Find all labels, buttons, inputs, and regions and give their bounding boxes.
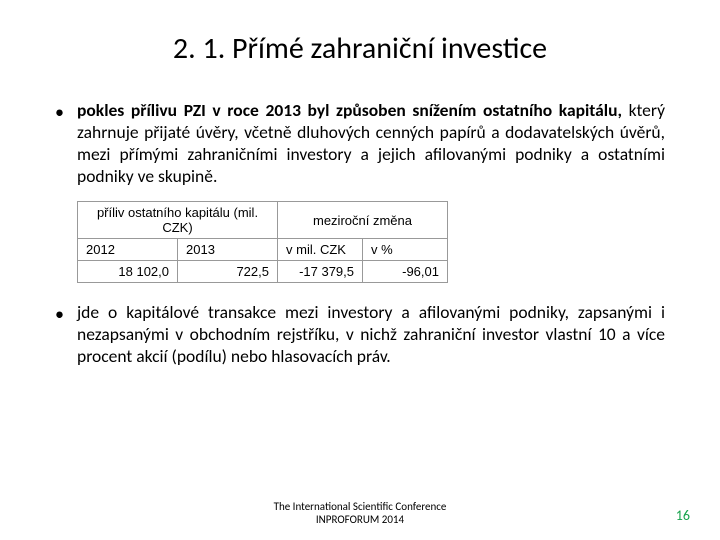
table-row: příliv ostatního kapitálu (mil. CZK) mez… <box>78 202 448 239</box>
bullet-text-1: pokles přílivu PZI v roce 2013 byl způso… <box>77 99 665 187</box>
data-table: příliv ostatního kapitálu (mil. CZK) mez… <box>77 201 448 283</box>
bullet-rest-2: jde o kapitálové transakce mezi investor… <box>77 301 665 367</box>
val-2013: 722,5 <box>178 261 278 283</box>
bullet-mark: • <box>55 99 77 187</box>
data-table-wrap: příliv ostatního kapitálu (mil. CZK) mez… <box>77 201 665 283</box>
footer-line2: INPROFORUM 2014 <box>0 513 720 526</box>
bullet-mark: • <box>55 301 77 367</box>
bullet-item-1: • pokles přílivu PZI v roce 2013 byl způ… <box>55 99 665 187</box>
footer: The International Scientific Conference … <box>0 500 720 526</box>
sub-mil: v mil. CZK <box>278 239 363 261</box>
slide-title: 2. 1. Přímé zahraniční investice <box>55 30 665 67</box>
table-row: 2012 2013 v mil. CZK v % <box>78 239 448 261</box>
bullet-bold-1: pokles přílivu PZI v roce 2013 byl způso… <box>77 99 622 121</box>
sub-pct: v % <box>363 239 448 261</box>
val-pct: -96,01 <box>363 261 448 283</box>
table-row: 18 102,0 722,5 -17 379,5 -96,01 <box>78 261 448 283</box>
bullet-item-2: • jde o kapitálové transakce mezi invest… <box>55 301 665 367</box>
footer-line1: The International Scientific Conference <box>274 500 447 513</box>
sub-2013: 2013 <box>178 239 278 261</box>
header-inflow: příliv ostatního kapitálu (mil. CZK) <box>78 202 278 239</box>
sub-2012: 2012 <box>78 239 178 261</box>
val-mil: -17 379,5 <box>278 261 363 283</box>
val-2012: 18 102,0 <box>78 261 178 283</box>
page-number: 16 <box>676 507 690 524</box>
header-change: meziroční změna <box>278 202 448 239</box>
bullet-text-2: jde o kapitálové transakce mezi investor… <box>77 301 665 367</box>
